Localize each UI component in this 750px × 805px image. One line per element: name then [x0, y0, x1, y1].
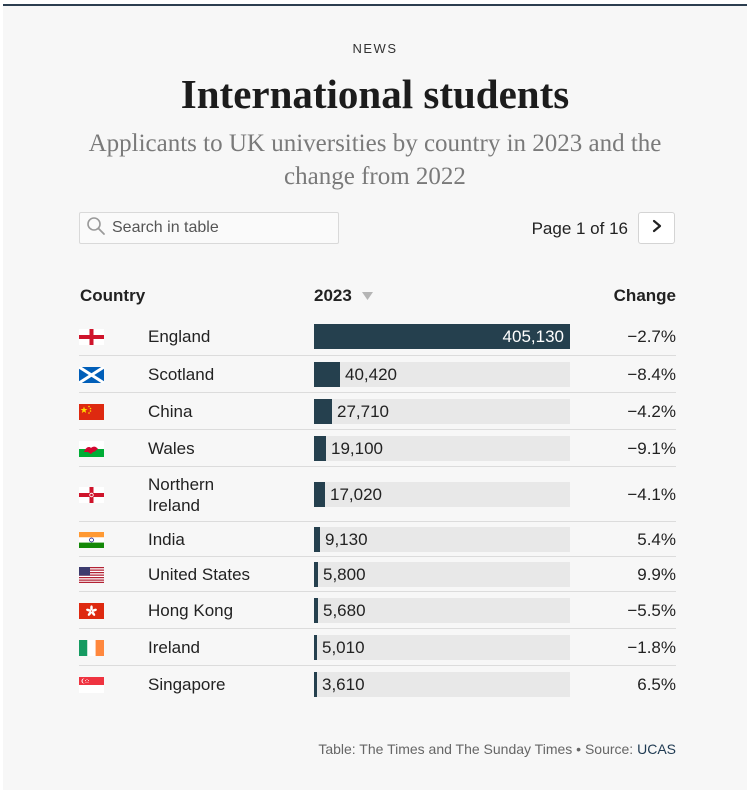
bar-value-label: 3,610 [322, 675, 365, 694]
bar-track: 5,680 [314, 598, 570, 623]
search-box[interactable] [79, 212, 339, 244]
chart-title: International students [180, 71, 570, 117]
bar-value-label: 5,680 [323, 601, 366, 620]
bar-northern-ireland [314, 482, 325, 507]
chevron-right-icon [651, 219, 663, 238]
column-header-country[interactable]: Country [80, 286, 146, 305]
country-name: Ireland [148, 638, 200, 657]
sort-down-icon [361, 292, 373, 300]
country-name: China [148, 402, 193, 421]
bar-track: 405,130 [314, 324, 570, 349]
country-name: Northern Ireland [148, 474, 215, 515]
table-body: England 405,130 −2.7% Scotland 40,420 −8.4% Ch… [79, 318, 676, 702]
flag-northern-ireland-icon [79, 486, 104, 503]
country-name: India [148, 530, 185, 549]
bar-china [314, 399, 332, 424]
table-row: Hong Kong 5,680 −5.5% [79, 591, 676, 628]
bar-track: 27,710 [314, 399, 570, 424]
table-row: Scotland 40,420 −8.4% [79, 355, 676, 392]
section-label: NEWS [352, 41, 398, 56]
search-icon [86, 216, 106, 241]
bar-value-label: 27,710 [337, 402, 389, 421]
country-name: England [148, 327, 211, 346]
change-value: −8.4% [627, 364, 676, 384]
column-header-change[interactable]: Change [613, 286, 676, 305]
table-row: England 405,130 −2.7% [79, 318, 676, 355]
change-value: −9.1% [627, 438, 676, 458]
bar-track: 40,420 [314, 362, 570, 387]
change-value: 6.5% [637, 674, 676, 694]
flag-india-icon [79, 531, 104, 548]
flag-united-states-icon [79, 566, 104, 583]
flag-wales-icon [79, 440, 104, 457]
bar-united-states [314, 562, 318, 587]
change-value: −4.2% [627, 401, 676, 421]
bar-track: 17,020 [314, 482, 570, 507]
table-row: Northern Ireland 17,020 −4.1% [79, 466, 676, 521]
bar-value-label: 40,420 [345, 365, 397, 384]
chart-card: NEWS International students Applicants t… [3, 4, 747, 790]
country-name: Singapore [148, 675, 226, 694]
change-value: −4.1% [627, 484, 676, 504]
next-page-button[interactable] [638, 212, 675, 244]
change-value: 9.9% [637, 564, 676, 584]
flag-scotland-icon [79, 366, 104, 383]
bar-wales [314, 436, 326, 461]
table-row: India 9,130 5.4% [79, 521, 676, 556]
flag-ireland-icon [79, 639, 104, 656]
table-row: Singapore 3,610 6.5% [79, 665, 676, 702]
table-row: Ireland 5,010 −1.8% [79, 628, 676, 665]
footer-credit: Table: The Times and The Sunday Times • … [318, 741, 638, 757]
bar-track: 3,610 [314, 672, 570, 697]
bar-scotland [314, 362, 340, 387]
bar-england [314, 324, 570, 349]
chart-footer: Table: The Times and The Sunday Times • … [203, 741, 676, 757]
page-indicator: Page 1 of 16 [531, 219, 628, 238]
column-header-2023[interactable]: 2023 [314, 286, 373, 306]
chart-subtitle: Applicants to UK universities by country… [88, 130, 662, 190]
flag-hong-kong-icon [79, 602, 104, 619]
bar-value-label: 19,100 [331, 439, 383, 458]
country-name: Scotland [148, 365, 215, 384]
bar-track: 5,800 [314, 562, 570, 587]
bar-singapore [314, 672, 317, 697]
flag-england-icon [79, 328, 104, 345]
bar-track: 5,010 [314, 635, 570, 660]
bar-value-label: 9,130 [325, 530, 368, 549]
country-name: United States [148, 565, 251, 584]
bar-hong-kong [314, 598, 318, 623]
bar-value-label: 405,130 [502, 327, 564, 346]
change-value: 5.4% [637, 529, 676, 549]
column-header-2023-label: 2023 [314, 286, 352, 305]
change-value: −2.7% [627, 326, 676, 346]
change-value: −5.5% [627, 600, 676, 620]
bar-value-label: 5,800 [323, 565, 366, 584]
change-value: −1.8% [627, 637, 676, 657]
bar-ireland [314, 635, 317, 660]
bar-track: 19,100 [314, 436, 570, 461]
flag-china-icon [79, 403, 104, 420]
flag-singapore-icon [79, 676, 104, 693]
bar-value-label: 17,020 [330, 485, 382, 504]
bar-track: 9,130 [314, 527, 570, 552]
search-input[interactable] [112, 219, 332, 237]
country-name: Hong Kong [148, 601, 234, 620]
source-link[interactable]: UCAS [637, 741, 676, 757]
bar-india [314, 527, 320, 552]
table-row: Wales 19,100 −9.1% [79, 429, 676, 466]
bar-value-label: 5,010 [322, 638, 365, 657]
country-name: Wales [148, 439, 195, 458]
table-row: China 27,710 −4.2% [79, 392, 676, 429]
table-row: United States 5,800 9.9% [79, 556, 676, 591]
